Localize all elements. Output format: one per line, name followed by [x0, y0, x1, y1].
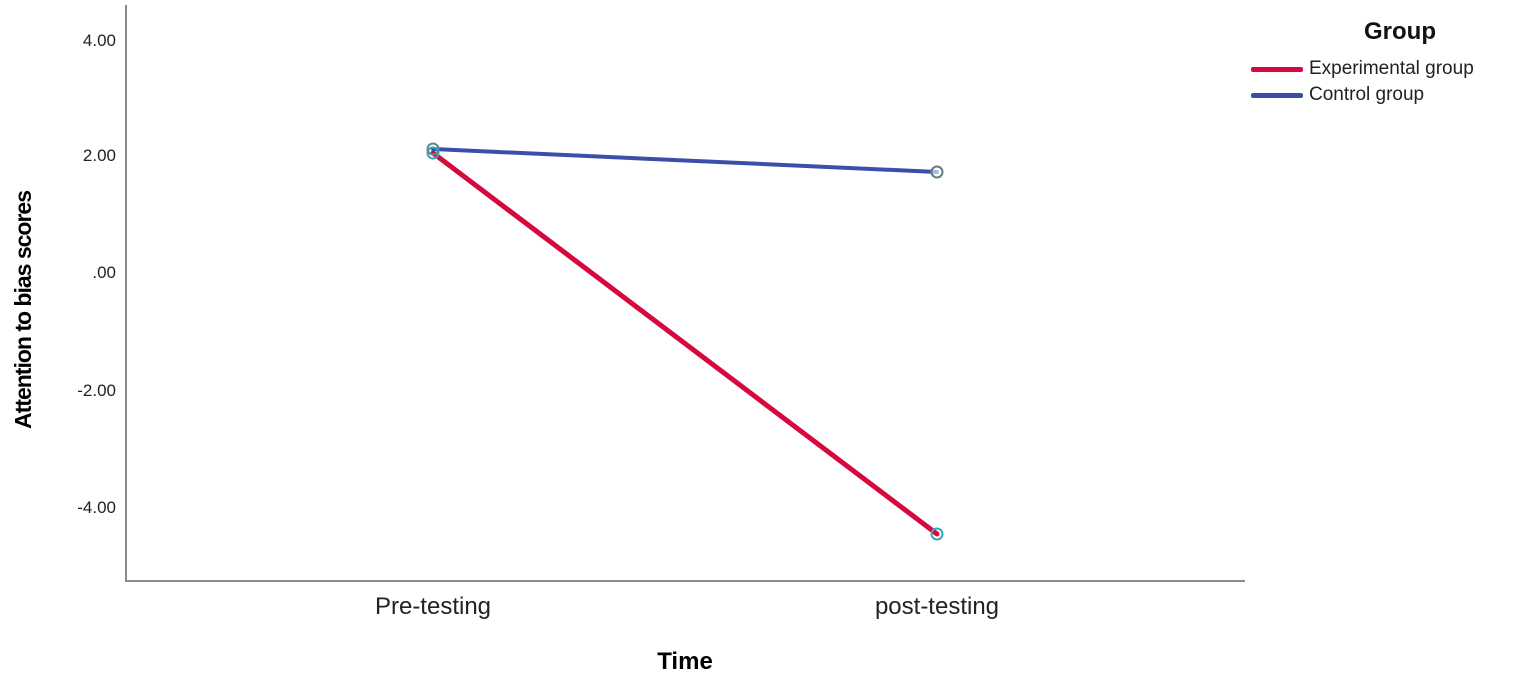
- legend-item-experimental: Experimental group: [1245, 56, 1535, 82]
- experimental-group-line: [430, 150, 940, 537]
- y-axis-title: Attention to bias scores: [10, 191, 36, 429]
- y-tick-label: 4.00: [83, 31, 116, 50]
- y-tick-label: -4.00: [77, 498, 116, 517]
- y-tick-label: 2.00: [83, 146, 116, 165]
- legend-swatch-blue: [1251, 92, 1303, 98]
- y-tick-label: -2.00: [77, 381, 116, 400]
- legend-label: Experimental group: [1309, 58, 1474, 79]
- y-tick-label: .00: [92, 263, 116, 282]
- x-category-label: Pre-testing: [375, 593, 491, 620]
- x-axis-title: Time: [657, 648, 713, 675]
- legend-swatch-red: [1251, 66, 1303, 72]
- x-category-label: post-testing: [875, 593, 999, 620]
- control-pre-marker: [426, 142, 440, 156]
- control-group-line: [431, 147, 939, 174]
- experimental-post-marker: [930, 527, 944, 541]
- legend-label: Control group: [1309, 84, 1425, 105]
- experimental-pre-marker: [426, 146, 440, 160]
- legend-title: Group: [1364, 18, 1436, 45]
- legend: Group Experimental group Control group: [1245, 18, 1535, 108]
- control-post-marker: [930, 165, 944, 179]
- legend-item-control: Control group: [1245, 82, 1535, 108]
